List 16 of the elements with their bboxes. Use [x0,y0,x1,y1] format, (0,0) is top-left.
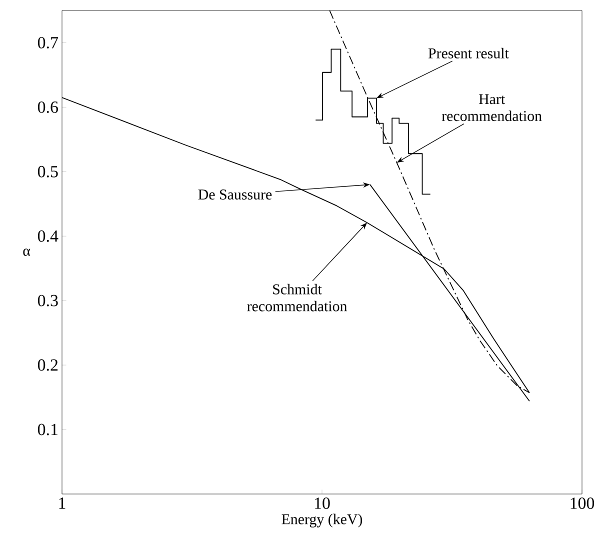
y-tick-label: 0.6 [38,101,58,113]
annotation: Present result [428,48,509,58]
y-tick-label: 0.7 [38,36,58,48]
y-tick-label: 0.1 [38,424,58,436]
annotation: De Saussure [198,190,272,200]
annotation: Hart recommendation [442,94,542,122]
y-axis-title: α [23,248,30,256]
x-tick-label: 10 [315,498,330,509]
annotation: Schmidt recommendation [247,284,348,312]
y-tick-label: 0.3 [38,294,58,306]
y-tick-label: 0.4 [38,230,58,242]
y-tick-label: 0.5 [38,166,58,178]
x-tick-label: 1 [59,498,66,509]
x-axis-title: Energy (keV) [282,514,362,528]
x-tick-label: 100 [570,498,594,509]
y-tick-label: 0.2 [38,359,58,371]
